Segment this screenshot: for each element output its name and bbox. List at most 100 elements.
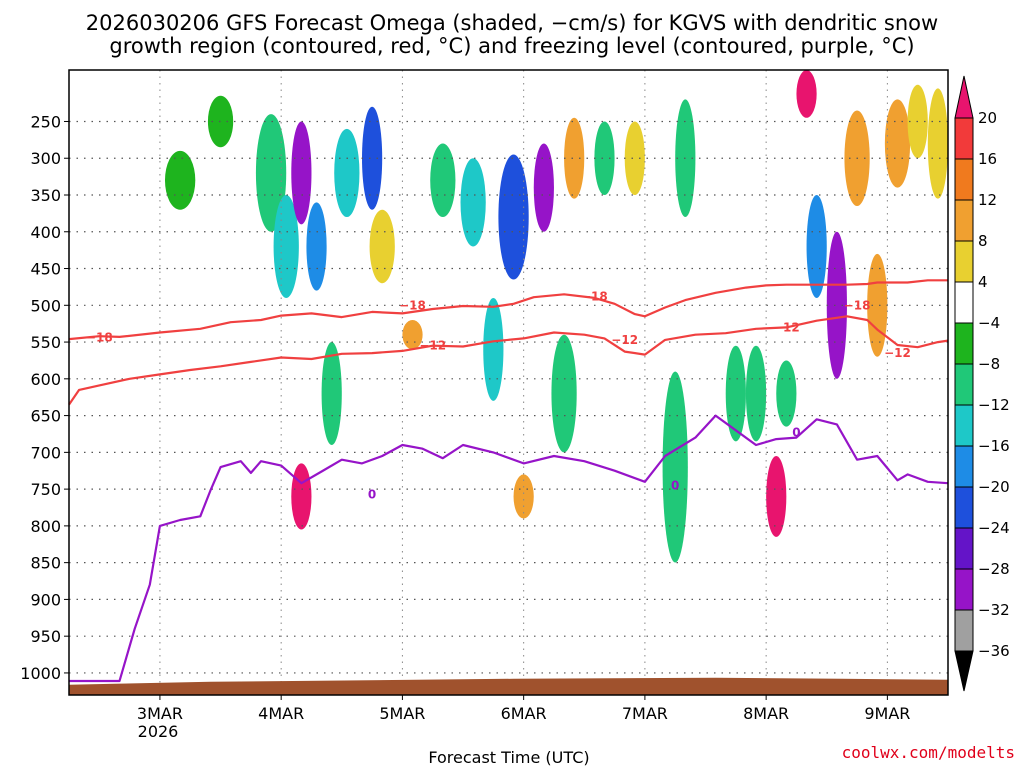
- omega-cell: [725, 345, 746, 442]
- colorbar-swatch: [954, 363, 974, 406]
- colorbar-label: −20: [978, 478, 1010, 496]
- colorbar-label: −4: [978, 314, 1000, 332]
- colorbar-cap-top: [954, 75, 974, 119]
- omega-cell: [291, 121, 312, 225]
- terrain-fill: [69, 677, 948, 695]
- chart-title-line-2: growth region (contoured, red, °C) and f…: [109, 34, 914, 58]
- x-axis-label: Forecast Time (UTC): [428, 748, 589, 767]
- omega-cell: [460, 158, 486, 247]
- omega-cell: [551, 334, 577, 453]
- y-tick-label: 350: [30, 186, 61, 205]
- colorbar-swatch: [954, 158, 974, 201]
- y-tick-label: 800: [30, 517, 61, 536]
- colorbar-label: 12: [978, 191, 997, 209]
- x-tick-label: 9MAR: [864, 704, 910, 723]
- omega-cell: [776, 360, 797, 427]
- plot-frame: [68, 69, 949, 696]
- colorbar-label: −32: [978, 601, 1010, 619]
- y-axis: 250 300 350 400 450 500 550 600 650 700 750 800 850 9…: [20, 112, 69, 683]
- omega-cell: [430, 143, 456, 218]
- omega-cell: [927, 88, 948, 199]
- y-tick-label: 750: [30, 480, 61, 499]
- colorbar-swatch: [954, 568, 974, 611]
- colorbar-swatch: [954, 486, 974, 529]
- colorbar-label: 8: [978, 232, 988, 250]
- omega-cell: [594, 121, 615, 195]
- omega-cell: [745, 345, 767, 442]
- omega-cell: [369, 209, 395, 284]
- y-tick-label: 500: [30, 296, 61, 315]
- y-tick-label: 600: [30, 370, 61, 389]
- omega-cell: [255, 114, 287, 232]
- x-tick-label: 5MAR: [379, 704, 425, 723]
- contour-line: [68, 315, 949, 406]
- colorbar-swatch: [954, 199, 974, 242]
- colorbar-swatch: [954, 404, 974, 447]
- x-axis-year: 2026: [138, 722, 179, 741]
- x-tick-label: 6MAR: [501, 704, 547, 723]
- colorbar-label: −12: [978, 396, 1010, 414]
- omega-cell: [884, 99, 911, 188]
- contour-label: −12: [773, 320, 800, 334]
- omega-cell: [867, 253, 888, 357]
- omega-cell: [291, 463, 312, 530]
- omega-cell: [766, 456, 787, 537]
- y-tick-label: 700: [30, 443, 61, 462]
- colorbar-swatch: [954, 445, 974, 488]
- contour-label: −18: [581, 289, 608, 303]
- colorbar-swatch: [954, 281, 974, 324]
- y-tick-label: 300: [30, 149, 61, 168]
- credit-text: coolwx.com/modelts: [842, 743, 1015, 762]
- x-tick-label: 8MAR: [743, 704, 789, 723]
- y-tick-label: 450: [30, 260, 61, 279]
- colorbar-swatch: [954, 240, 974, 283]
- contour-label: −18: [86, 331, 113, 345]
- contour-label: −18: [844, 298, 871, 312]
- colorbar-label: −8: [978, 355, 1000, 373]
- colorbar-cap-bottom: [954, 650, 974, 692]
- y-tick-label: 950: [30, 627, 61, 646]
- omega-cell: [483, 297, 504, 401]
- y-tick-label: 650: [30, 407, 61, 426]
- y-tick-label: 1000: [20, 664, 61, 683]
- grid-lines: [69, 70, 948, 695]
- colorbar-swatch: [954, 527, 974, 570]
- x-tick-label: 3MAR: [137, 704, 183, 723]
- contour-label: −12: [884, 346, 911, 360]
- omega-cell: [334, 128, 360, 218]
- contour-lines: [68, 279, 949, 683]
- y-tick-label: 250: [30, 112, 61, 131]
- omega-cell: [662, 371, 688, 563]
- x-axis: 3MAR 4MAR 5MAR 6MAR 7MAR 8MAR 9MAR: [137, 695, 910, 723]
- colorbar-label: −36: [978, 642, 1010, 660]
- y-tick-label: 550: [30, 333, 61, 352]
- colorbar-swatch: [954, 117, 974, 160]
- contour-label: 0: [671, 478, 679, 492]
- chart-title-line-1: 2026030206 GFS Forecast Omega (shaded, −…: [86, 11, 938, 35]
- y-tick-label: 900: [30, 590, 61, 609]
- contour-label: −12: [419, 339, 446, 353]
- contour-line: [68, 279, 948, 341]
- colorbar-swatch: [954, 609, 974, 652]
- contour-label: 0: [368, 487, 376, 501]
- colorbar-label: 20: [978, 109, 997, 127]
- y-tick-label: 400: [30, 223, 61, 242]
- omega-cell: [564, 117, 585, 199]
- omega-cell: [806, 195, 827, 298]
- omega-cell: [513, 474, 534, 519]
- omega-cell: [796, 70, 817, 118]
- contour-label: −18: [399, 298, 426, 312]
- colorbar-label: −16: [978, 437, 1010, 455]
- omega-cell: [207, 95, 234, 148]
- colorbar-label: 4: [978, 273, 988, 291]
- omega-cell: [362, 106, 383, 210]
- omega-cell: [306, 202, 327, 291]
- omega-cell: [624, 121, 645, 195]
- omega-cell: [273, 195, 299, 298]
- x-tick-label: 7MAR: [622, 704, 668, 723]
- omega-cell: [533, 143, 554, 232]
- terrain-area: [69, 677, 948, 695]
- omega-cell: [321, 342, 342, 445]
- omega-cell: [164, 150, 196, 210]
- contour-label: 0: [792, 426, 800, 440]
